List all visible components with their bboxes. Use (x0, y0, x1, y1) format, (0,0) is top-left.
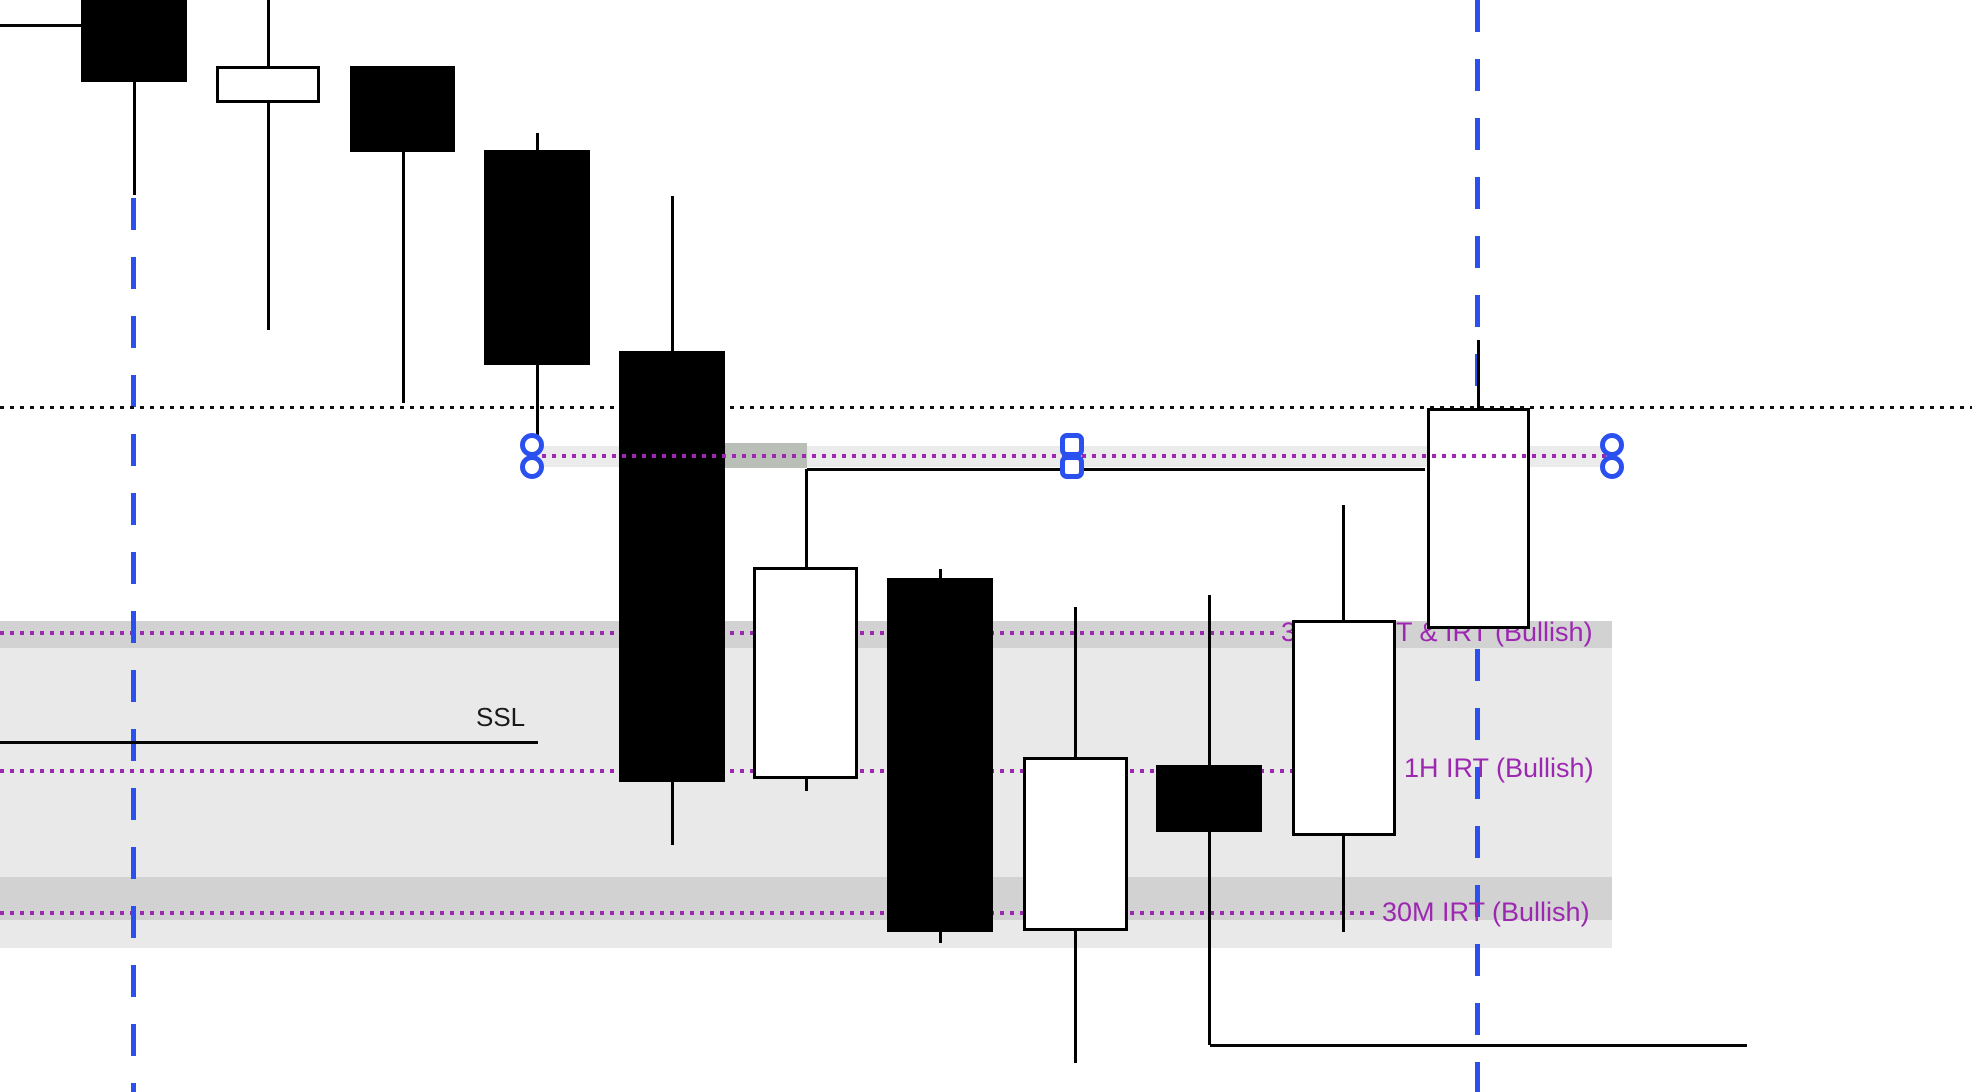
candle-4-bearish-body (484, 150, 590, 365)
30m-irt-level-dotted-line (0, 911, 1374, 915)
candle-9-bearish-body (1156, 765, 1262, 832)
candle-8-bullish-body (1023, 757, 1128, 931)
handle-dot[interactable] (1060, 433, 1084, 457)
drawing-handle-right[interactable] (1600, 433, 1624, 479)
candle-2-wick (267, 0, 270, 330)
handle-dot[interactable] (1060, 455, 1084, 479)
mid-high-level-ray[interactable] (807, 468, 1425, 471)
handle-dot[interactable] (1600, 433, 1624, 457)
ssl-label: SSL (476, 702, 526, 732)
candle-1-bearish-body (81, 0, 187, 82)
drawing-handle-left[interactable] (520, 433, 544, 479)
top-left-level-ray[interactable] (0, 24, 81, 27)
left-vertical-marker[interactable] (131, 198, 136, 1092)
candle-10-bullish-body (1292, 620, 1396, 836)
candle-5-bearish-body (619, 351, 725, 782)
1h-irt-label: 1H IRT (Bullish) (1404, 753, 1594, 783)
candle-11-bullish-body (1427, 408, 1530, 629)
candle-7-bearish-body (887, 578, 993, 932)
drawing-handle-middle[interactable] (1060, 433, 1084, 479)
upper-dotted-level (0, 406, 1972, 409)
bottom-low-level-ray[interactable] (1210, 1044, 1747, 1047)
handle-dot[interactable] (520, 455, 544, 479)
candle-2-bullish-body (216, 66, 320, 103)
candle-3-bearish-body (350, 66, 455, 152)
candle-6-bullish-body (753, 567, 858, 779)
zone-irt-strip-light (0, 920, 1612, 948)
handle-dot[interactable] (1600, 455, 1624, 479)
candle-1-wick (133, 0, 136, 195)
30m-irt-label: 30M IRT (Bullish) (1382, 897, 1590, 927)
candle-3-wick (402, 66, 405, 403)
ssl-level-ray[interactable] (0, 741, 538, 744)
handle-dot[interactable] (520, 433, 544, 457)
